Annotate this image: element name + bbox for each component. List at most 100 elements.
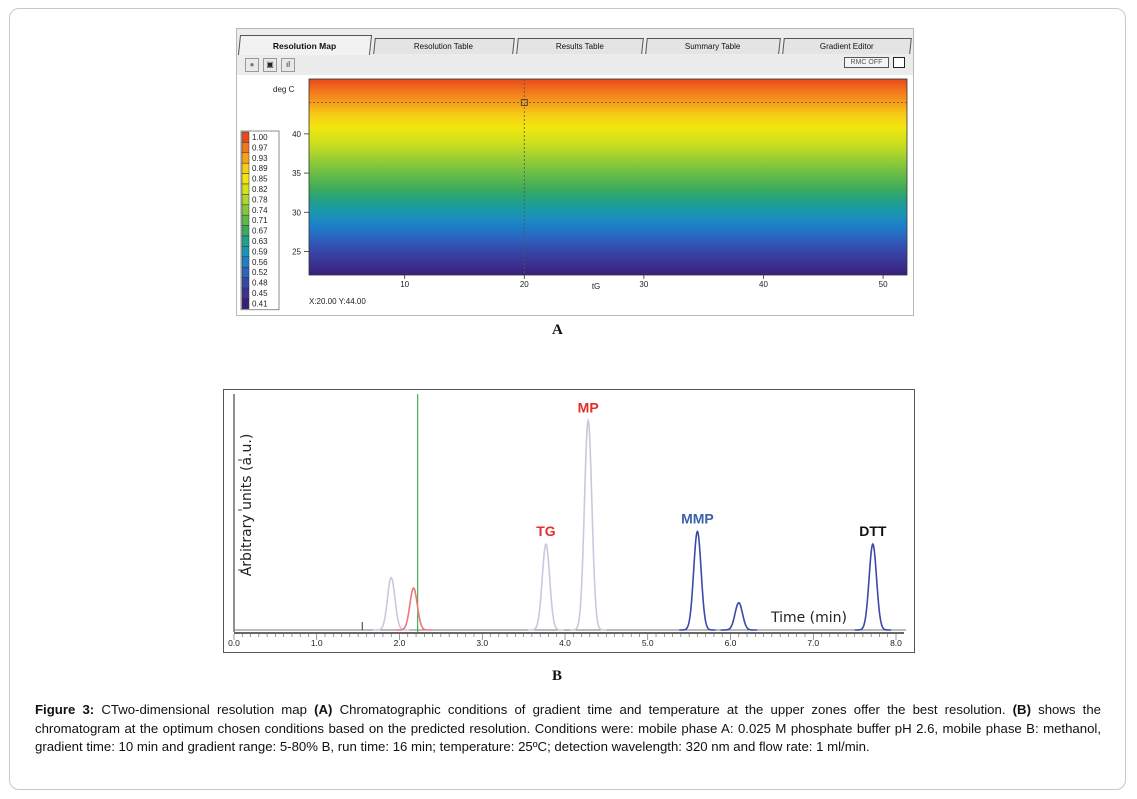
crosshair-marker <box>520 99 528 106</box>
panel-b-letter: B <box>552 668 563 684</box>
x-tick-label: 50 <box>879 280 888 289</box>
peak-curve <box>679 530 716 631</box>
x-tick-label: 10 <box>400 280 409 289</box>
figure-caption: Figure 3: CTwo-dimensional resolution ma… <box>35 701 1101 757</box>
y-axis-label: Arbitrary units (a.u.) <box>239 434 255 577</box>
legend-value: 1.00 <box>252 133 268 142</box>
legend-swatch <box>241 194 250 206</box>
caption-label: Figure 3: <box>35 702 95 717</box>
caption-text-1: CTwo-dimensional resolution map <box>94 702 315 717</box>
legend-swatch <box>241 183 250 195</box>
stop-icon[interactable]: ▣ <box>263 58 277 72</box>
legend-swatch <box>241 277 250 289</box>
legend-value: 0.52 <box>252 268 268 277</box>
caption-tag-a: (A) <box>314 702 333 717</box>
tab-label: Results Table <box>555 42 604 51</box>
legend-swatch <box>241 287 250 299</box>
legend-swatch <box>241 246 250 258</box>
x-tick-label: 5.0 <box>642 638 654 648</box>
x-tick-label: 3.0 <box>476 638 488 648</box>
x-tick-label: 30 <box>639 280 648 289</box>
legend-swatch <box>241 204 250 216</box>
tab-label: Resolution Table <box>414 42 474 51</box>
peak-curve <box>569 417 607 631</box>
tab-label: Resolution Map <box>273 41 337 51</box>
legend-value: 0.41 <box>252 299 268 308</box>
chromatogram-chart: Arbitrary units (a.u.) 0.0 1.0 2.0 3.0 4.0 5.0… <box>228 394 906 648</box>
peak-curve <box>527 542 565 631</box>
toolbar: ● ▣ ıl RMC OFF <box>237 57 913 75</box>
y-tick-label: 40 <box>292 130 301 139</box>
legend-value: 0.89 <box>252 164 268 173</box>
panel-a-letter: A <box>552 322 563 338</box>
tab-label: Gradient Editor <box>819 42 874 51</box>
coordinate-readout: X:20.00 Y:44.00 <box>309 297 366 306</box>
x-tick-label: 2.0 <box>394 638 406 648</box>
x-axis-label: Time (min) <box>770 610 847 626</box>
legend-border <box>240 130 280 311</box>
peak-curve <box>854 542 892 631</box>
x-axis-bar <box>234 632 904 634</box>
legend-swatch <box>241 173 250 185</box>
legend-swatch <box>241 256 250 268</box>
heatmap-area <box>309 79 907 275</box>
caption-tag-b: (B) <box>1012 702 1031 717</box>
rmc-toggle[interactable]: RMC OFF <box>844 57 889 68</box>
legend-value: 0.85 <box>252 175 268 184</box>
legend-swatch <box>241 266 250 278</box>
caption-text-3: shows the chromatogram at the optimum ch… <box>35 702 1101 754</box>
legend-swatch <box>241 142 250 154</box>
record-icon[interactable]: ● <box>245 58 259 72</box>
tab-bar: Resolution Map Resolution Table Results … <box>237 29 913 55</box>
legend-value: 0.63 <box>252 237 268 246</box>
y-tick-label: 30 <box>292 208 301 217</box>
legend-swatch <box>241 225 250 237</box>
tab-gradient-editor[interactable]: Gradient Editor <box>782 38 912 54</box>
legend-swatch <box>241 152 250 164</box>
peak-curve <box>395 587 432 631</box>
legend-value: 0.59 <box>252 247 268 256</box>
x-tick-label: 7.0 <box>807 638 819 648</box>
x-tick-label: 8.0 <box>890 638 902 648</box>
legend-swatch <box>241 162 250 174</box>
legend-value: 0.71 <box>252 216 268 225</box>
legend-swatch <box>241 235 250 247</box>
peak-label: MP <box>578 399 599 415</box>
legend-value: 0.74 <box>252 206 268 215</box>
caption-text-2: Chromatographic conditions of gradient t… <box>332 702 1013 717</box>
legend-value: 0.45 <box>252 289 268 298</box>
tab-label: Summary Table <box>685 42 741 51</box>
y-axis-label: deg C <box>273 85 295 94</box>
chromatogram-panel: Arbitrary units (a.u.) 0.0 1.0 2.0 3.0 4.0 5.0… <box>223 389 915 653</box>
x-tick-label: 4.0 <box>559 638 571 648</box>
heatmap-border <box>308 78 908 276</box>
x-axis-label: tG <box>592 282 600 291</box>
y-tick-label: 35 <box>292 169 301 178</box>
legend-value: 0.56 <box>252 258 268 267</box>
tab-resolution-table[interactable]: Resolution Table <box>373 38 515 54</box>
legend-swatch <box>241 131 250 143</box>
legend-swatch <box>241 214 250 226</box>
x-tick-label: 40 <box>759 280 768 289</box>
tab-results-table[interactable]: Results Table <box>516 38 644 54</box>
resolution-map-chart[interactable]: deg C 25 30 35 40 10 20 30 40 50 tG X:20.00 Y:44.00… <box>237 75 913 315</box>
bars-icon[interactable]: ıl <box>281 58 295 72</box>
legend-value: 0.82 <box>252 185 268 194</box>
x-tick-label: 20 <box>520 280 529 289</box>
tab-summary-table[interactable]: Summary Table <box>645 38 781 54</box>
legend-swatch <box>241 298 250 310</box>
peak-curve <box>373 576 410 631</box>
legend-value: 0.67 <box>252 227 268 236</box>
resolution-map-window: Resolution Map Resolution Table Results … <box>236 28 914 316</box>
figure-frame <box>9 8 1126 790</box>
legend-value: 0.78 <box>252 195 268 204</box>
x-tick-label: 0.0 <box>228 638 240 648</box>
y-tick-label: 25 <box>292 247 301 256</box>
tab-resolution-map[interactable]: Resolution Map <box>237 35 373 55</box>
peak-curve <box>720 601 757 631</box>
legend-value: 0.93 <box>252 154 268 163</box>
legend-value: 0.48 <box>252 279 268 288</box>
peak-label: TG <box>536 523 556 539</box>
maximize-icon[interactable] <box>893 57 905 68</box>
legend-value: 0.97 <box>252 143 268 152</box>
